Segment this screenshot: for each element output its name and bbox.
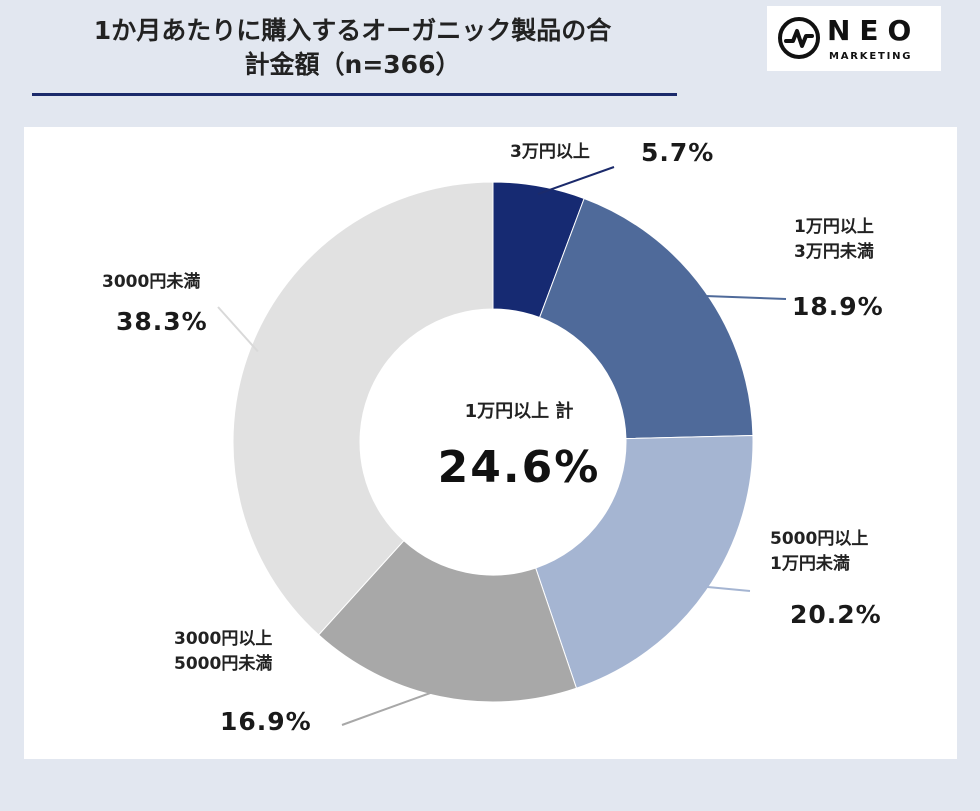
slice-label-0-line-0: 3万円以上 xyxy=(510,142,590,162)
slice-label-3: 3000円以上 5000円未満 xyxy=(174,627,272,677)
center-value: 24.6% xyxy=(437,442,601,493)
leader-line-3 xyxy=(341,687,443,726)
slice-label-4: 3000円未満 xyxy=(102,270,200,295)
leader-line-0 xyxy=(537,166,615,195)
chart-title-line-1: 1か月あたりに購入するオーガニック製品の合 xyxy=(93,16,612,45)
donut-slice-3 xyxy=(317,539,578,703)
leader-line-2 xyxy=(699,585,751,592)
slice-value-3: 16.9% xyxy=(220,707,312,736)
slice-label-2-line-0: 5000円以上 xyxy=(770,529,869,549)
logo-subtitle: MARKETING xyxy=(829,51,913,62)
slice-label-1-line-1: 3万円未満 xyxy=(794,242,874,262)
center-label: 1万円以上 計 xyxy=(464,401,574,422)
slice-label-0: 3万円以上 xyxy=(510,140,590,165)
donut-slice-4 xyxy=(232,181,494,636)
slice-value-4: 38.3% xyxy=(116,307,208,336)
chart-title-line-2: 計金額（n=366） xyxy=(244,50,461,79)
slice-value-2: 20.2% xyxy=(790,600,882,629)
slice-label-2-line-1: 1万円未満 xyxy=(770,554,850,574)
leader-line-4 xyxy=(217,306,259,353)
slice-label-2: 5000円以上 1万円未満 xyxy=(770,527,868,577)
chart-panel: 3万円以上 5.7% 1万円以上 3万円未満 18.9% 5000円以上 1万円… xyxy=(24,127,957,759)
logo-wordmark: NEO xyxy=(827,14,921,47)
slice-value-1: 18.9% xyxy=(792,292,884,321)
donut-slice-1 xyxy=(538,197,754,440)
donut-chart xyxy=(217,166,787,726)
leader-line-1 xyxy=(698,294,787,300)
neo-marketing-logo: NEO MARKETING xyxy=(767,6,941,71)
slice-label-3-line-1: 5000円未満 xyxy=(174,654,273,674)
slice-label-3-line-0: 3000円以上 xyxy=(174,629,273,649)
title-underline xyxy=(32,93,677,96)
slice-label-1: 1万円以上 3万円未満 xyxy=(794,215,874,265)
chart-title: 1か月あたりに購入するオーガニック製品の合 計金額（n=366） xyxy=(30,14,675,82)
donut-slice-2 xyxy=(535,434,754,689)
slice-value-0: 5.7% xyxy=(641,138,715,167)
slice-label-1-line-0: 1万円以上 xyxy=(794,217,874,237)
wave-circle-icon xyxy=(778,17,820,59)
slice-label-4-line-0: 3000円未満 xyxy=(102,272,201,292)
